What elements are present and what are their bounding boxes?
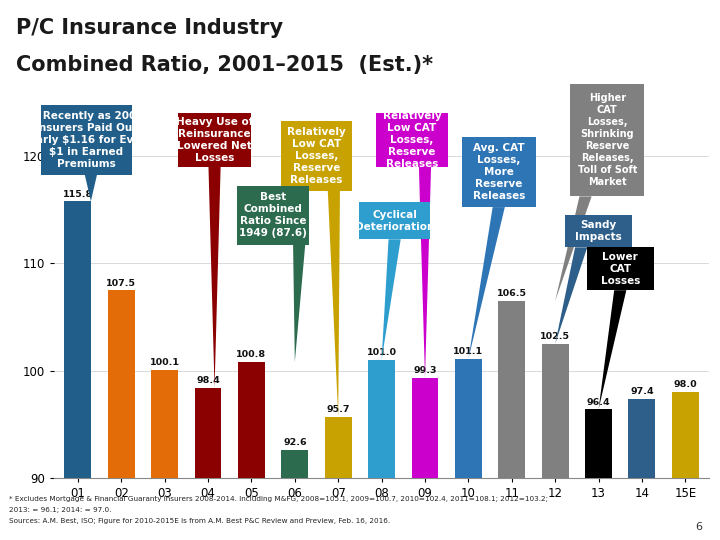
Text: 95.7: 95.7 (326, 405, 350, 414)
Bar (565, 215, 632, 247)
Text: 6: 6 (695, 522, 702, 532)
Text: 102.5: 102.5 (540, 332, 570, 341)
Text: 97.4: 97.4 (630, 387, 654, 396)
Text: 101.1: 101.1 (454, 347, 483, 356)
Bar (541, 344, 569, 478)
Text: 101.0: 101.0 (366, 348, 397, 357)
Polygon shape (382, 239, 401, 360)
Bar (672, 392, 699, 478)
Bar (108, 290, 135, 478)
Polygon shape (598, 290, 626, 409)
Bar (325, 417, 351, 478)
Text: 100.8: 100.8 (236, 350, 266, 360)
Polygon shape (555, 197, 592, 301)
Polygon shape (293, 245, 305, 362)
Polygon shape (419, 167, 431, 378)
Text: Higher
CAT
Losses,
Shrinking
Reserve
Releases,
Toll of Soft
Market: Higher CAT Losses, Shrinking Reserve Rel… (577, 93, 637, 187)
Text: Relatively
Low CAT
Losses,
Reserve
Releases: Relatively Low CAT Losses, Reserve Relea… (382, 111, 441, 169)
Text: Combined Ratio, 2001–2015  (Est.)*: Combined Ratio, 2001–2015 (Est.)* (16, 55, 433, 75)
Polygon shape (469, 207, 505, 359)
Text: 107.5: 107.5 (107, 279, 136, 287)
Bar (368, 360, 395, 478)
Bar (194, 388, 222, 478)
Bar (629, 399, 655, 478)
Text: As Recently as 2001,
Insurers Paid Out
Nearly $1.16 for Every
$1 in Earned
Premi: As Recently as 2001, Insurers Paid Out N… (20, 111, 153, 169)
Text: Heavy Use of
Reinsurance
Lowered Net
Losses: Heavy Use of Reinsurance Lowered Net Los… (176, 117, 253, 163)
Text: Lower
CAT
Losses: Lower CAT Losses (600, 252, 640, 286)
Text: Best
Combined
Ratio Since
1949 (87.6): Best Combined Ratio Since 1949 (87.6) (239, 192, 307, 238)
Text: Cyclical
Deterioration: Cyclical Deterioration (355, 210, 434, 232)
Polygon shape (209, 167, 220, 388)
Text: * Excludes Mortgage & Financial Guaranty insurers 2008-2014. Including M&FG, 200: * Excludes Mortgage & Financial Guaranty… (9, 496, 548, 502)
Bar (238, 362, 265, 478)
Polygon shape (328, 191, 340, 417)
Bar (282, 450, 308, 478)
Text: 98.0: 98.0 (673, 380, 697, 389)
Bar (587, 247, 654, 290)
Text: P/C Insurance Industry: P/C Insurance Industry (16, 18, 283, 38)
Bar (570, 84, 644, 197)
Text: Relatively
Low CAT
Losses,
Reserve
Releases: Relatively Low CAT Losses, Reserve Relea… (287, 127, 346, 185)
Text: Avg. CAT
Losses,
More
Reserve
Releases: Avg. CAT Losses, More Reserve Releases (472, 143, 525, 201)
Bar (178, 113, 251, 167)
Text: Sandy
Impacts: Sandy Impacts (575, 220, 622, 242)
Text: 2013: = 96.1; 2014: = 97.0.: 2013: = 96.1; 2014: = 97.0. (9, 507, 111, 513)
Bar (151, 369, 178, 478)
Bar (585, 409, 612, 478)
Bar (455, 359, 482, 478)
Text: 92.6: 92.6 (283, 438, 307, 447)
Text: 99.3: 99.3 (413, 367, 437, 375)
Bar (376, 113, 448, 167)
Text: 100.1: 100.1 (150, 358, 180, 367)
Text: 106.5: 106.5 (497, 289, 527, 298)
Text: Sources: A.M. Best, ISO; Figure for 2010-2015E is from A.M. Best P&C Review and : Sources: A.M. Best, ISO; Figure for 2010… (9, 518, 390, 524)
Bar (41, 105, 132, 175)
Bar (281, 122, 352, 191)
Bar (498, 301, 525, 478)
Bar (359, 202, 431, 239)
Polygon shape (555, 247, 588, 344)
Bar (462, 137, 536, 207)
Bar (238, 186, 309, 245)
Text: 96.4: 96.4 (587, 397, 611, 407)
Bar (64, 201, 91, 478)
Text: 98.4: 98.4 (196, 376, 220, 385)
Bar (412, 378, 438, 478)
Text: 115.8: 115.8 (63, 190, 93, 199)
Polygon shape (85, 175, 97, 201)
